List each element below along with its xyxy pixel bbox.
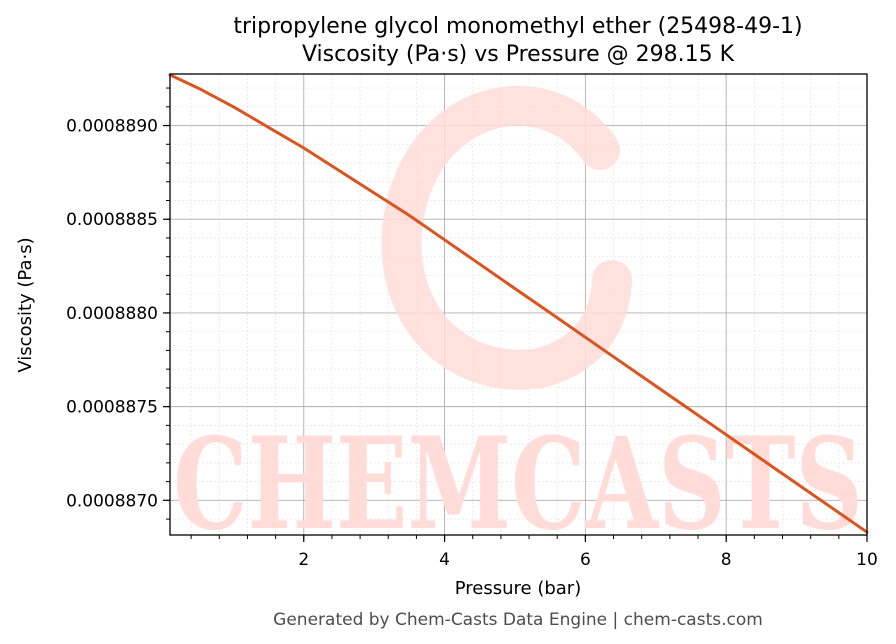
watermark-text: CHEMCASTS: [173, 410, 863, 558]
x-tick-label: 4: [439, 550, 450, 570]
series-line: [168, 73, 869, 534]
y-tick-label: 0.0008885: [66, 210, 158, 230]
footer-credit: Generated by Chem-Casts Data Engine | ch…: [273, 610, 763, 630]
y-tick-label: 0.0008870: [66, 491, 158, 511]
chart-title: tripropylene glycol monomethyl ether (25…: [233, 14, 802, 39]
x-tick-label: 2: [298, 550, 309, 570]
x-tick-label: 10: [856, 550, 878, 570]
axes: 2 4 6 8 10 0.0008870 0.0008875 0.0008880 0.00088…: [66, 87, 878, 570]
plot-frame: [169, 73, 868, 536]
plot-background: [170, 74, 867, 535]
y-axis-label: Viscosity (Pa·s): [15, 237, 36, 372]
x-tick-label: 6: [580, 550, 591, 570]
y-tick-label: 0.0008880: [66, 304, 158, 324]
watermark-logo-icon: [381, 85, 632, 390]
x-axis-label: Pressure (bar): [455, 578, 581, 599]
x-tick-label: 8: [721, 550, 732, 570]
y-tick-label: 0.0008890: [66, 117, 158, 137]
y-tick-label: 0.0008875: [66, 398, 158, 418]
plot-area: [170, 74, 867, 535]
chart-subtitle: Viscosity (Pa·s) vs Pressure @ 298.15 K: [302, 42, 735, 67]
watermark: CHEMCASTS: [173, 85, 863, 558]
series-layer: [168, 73, 869, 534]
